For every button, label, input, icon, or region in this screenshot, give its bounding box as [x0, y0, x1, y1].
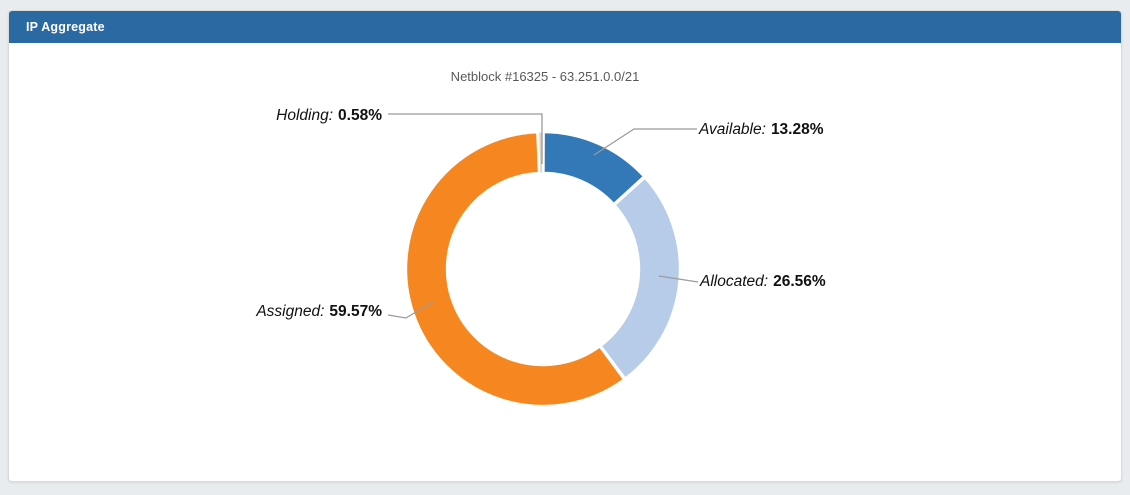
- label-assigned: Assigned: 59.57%: [256, 302, 382, 321]
- label-holding-value: 0.58%: [338, 107, 382, 124]
- label-assigned-name: Assigned:: [256, 303, 325, 320]
- label-available: Available: 13.28%: [699, 120, 824, 139]
- donut-chart: [387, 113, 699, 408]
- label-allocated: Allocated: 26.56%: [700, 272, 826, 291]
- donut-segments-group: [404, 130, 682, 408]
- label-allocated-name: Allocated:: [700, 273, 769, 290]
- donut-segment-assigned[interactable]: [404, 130, 626, 408]
- donut-segment-allocated[interactable]: [599, 176, 682, 380]
- leader-line-available: [593, 128, 697, 156]
- leader-line-holding: [388, 113, 543, 164]
- donut-segment-available[interactable]: [542, 130, 646, 206]
- leader-line-allocated: [658, 275, 699, 283]
- label-available-name: Available:: [699, 121, 766, 138]
- label-holding-name: Holding:: [276, 107, 334, 124]
- chart-title: Netblock #16325 - 63.251.0.0/21: [450, 69, 640, 84]
- label-holding: Holding: 0.58%: [276, 106, 382, 125]
- label-available-value: 13.28%: [770, 121, 824, 138]
- label-allocated-value: 26.56%: [773, 273, 826, 290]
- panel-header: IP Aggregate: [9, 11, 1121, 43]
- label-assigned-value: 59.57%: [329, 303, 382, 320]
- panel-title: IP Aggregate: [26, 20, 105, 34]
- chart-area: Netblock #16325 - 63.251.0.0/21 Holding:…: [9, 43, 1121, 481]
- leader-line-assigned: [387, 300, 435, 319]
- ip-aggregate-panel: IP Aggregate Netblock #16325 - 63.251.0.…: [8, 10, 1122, 482]
